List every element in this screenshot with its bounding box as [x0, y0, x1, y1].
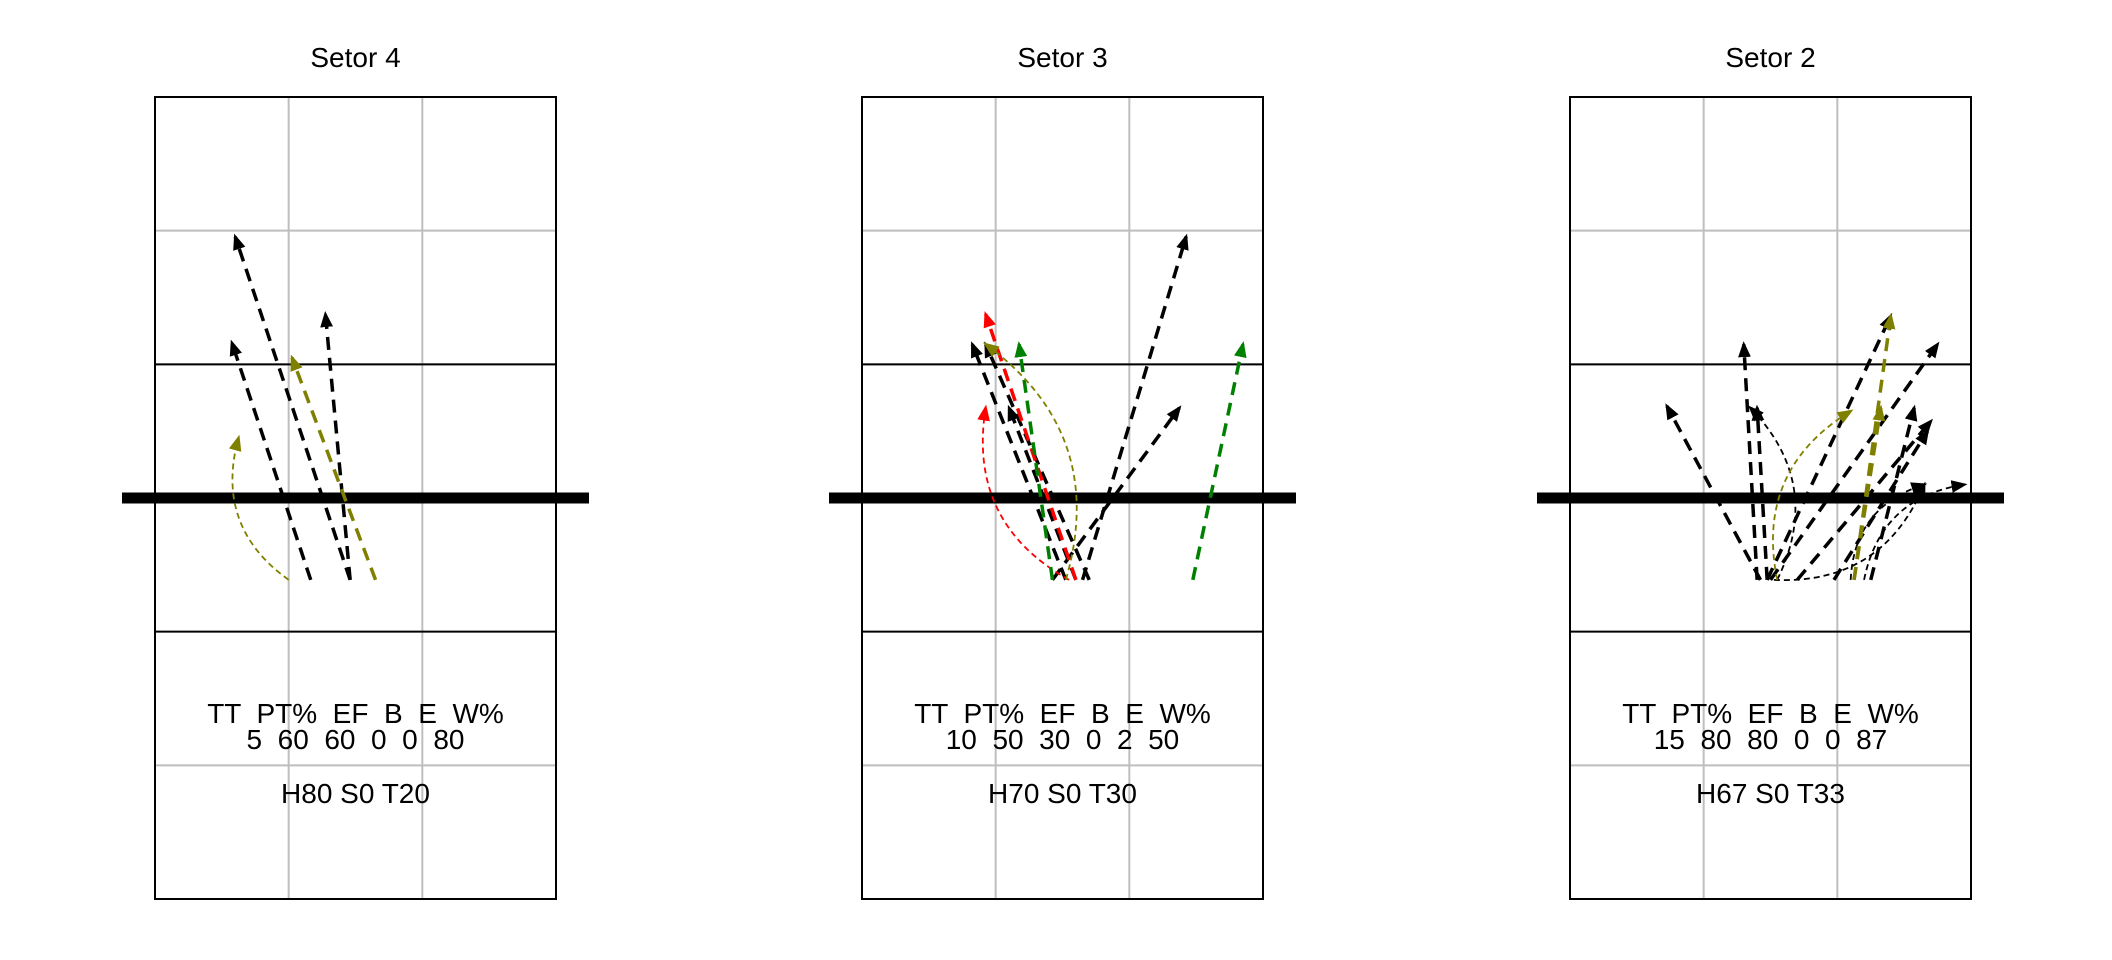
panel-title: Setor 2 — [1725, 42, 1816, 73]
attack-arrow — [1769, 341, 1940, 581]
attack-arrow — [1773, 481, 1926, 581]
attack-arrow — [233, 233, 352, 581]
summary-text: H67 S0 T33 — [1696, 778, 1845, 809]
attack-arrow — [984, 341, 1091, 581]
attack-arrow — [1863, 480, 1968, 581]
stats-values: 5 60 60 0 0 80 — [246, 724, 465, 755]
attack-arrow — [1051, 405, 1182, 581]
attack-arrow — [1191, 341, 1247, 581]
summary-text: H80 S0 T20 — [281, 778, 430, 809]
attack-arrows — [970, 233, 1247, 581]
stats-values: 15 80 80 0 0 87 — [1653, 724, 1888, 755]
panel-title: Setor 3 — [1017, 42, 1108, 73]
attack-arrow — [1751, 404, 1769, 580]
attack-arrow — [1832, 428, 1930, 581]
court-panel-1 — [122, 96, 589, 900]
attack-arrow — [983, 342, 1078, 581]
stats-header: TT PT% EF B E W% — [207, 698, 504, 729]
attack-arrow — [320, 311, 352, 581]
attack-arrow — [1869, 404, 1918, 581]
summary-text: H70 S0 T30 — [988, 778, 1137, 809]
panel-title: Setor 4 — [310, 42, 401, 73]
stats-header: TT PT% EF B E W% — [1622, 698, 1919, 729]
attack-arrow — [1748, 405, 1797, 581]
stats-header: TT PT% EF B E W% — [914, 698, 1211, 729]
attack-arrow — [1772, 409, 1854, 581]
stats-values: 10 50 30 0 2 50 — [945, 724, 1180, 755]
attack-arrow — [290, 354, 378, 581]
court-panel-3 — [1537, 96, 2004, 900]
attack-arrows — [1665, 312, 1968, 581]
attack-arrows — [228, 233, 378, 581]
attack-arrow — [1849, 482, 1928, 580]
attack-arrow — [1080, 233, 1189, 581]
attack-arrow — [1795, 418, 1933, 581]
attack-arrow — [1852, 404, 1886, 581]
attack-arrow — [1014, 341, 1055, 581]
attack-arrow — [977, 404, 1070, 581]
attack-arrow — [970, 341, 1068, 581]
attack-arrow — [983, 311, 1078, 581]
attack-arrow — [1765, 312, 1893, 581]
attack-arrow — [228, 434, 290, 581]
court-panel-2 — [829, 96, 1296, 900]
attack-arrow — [1738, 341, 1759, 580]
attack-arrow — [1665, 403, 1763, 581]
